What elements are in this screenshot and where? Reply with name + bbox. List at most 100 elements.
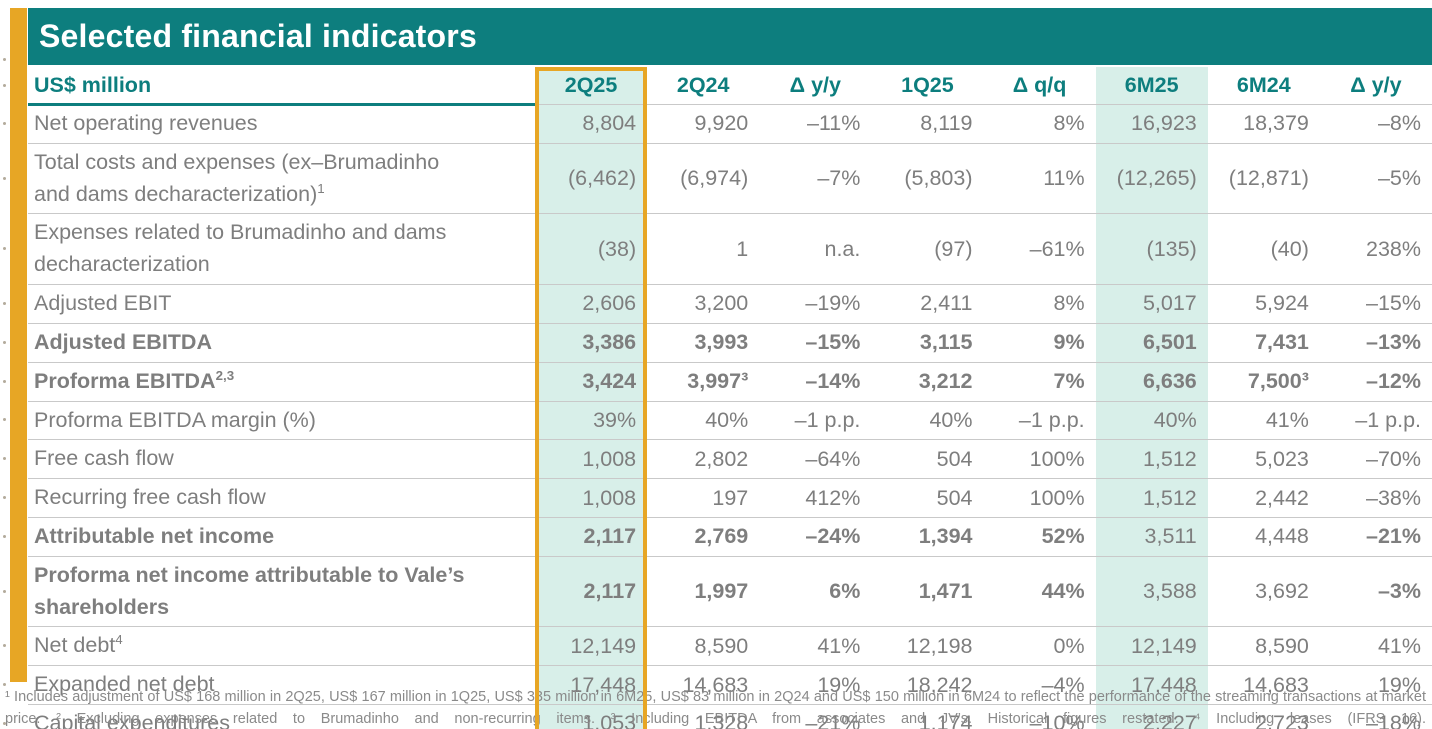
value-cell-6m24: 5,924 [1255,291,1309,316]
row-label: Recurring free cash flow [34,485,266,510]
table-row: Proforma net income attributable to Vale… [3,556,1432,628]
value-cell--q-q: 52% [1041,524,1085,549]
value-cell-6m25: (12,265) [1095,143,1208,214]
value-cell-6m25: 17,448 [1095,666,1208,704]
value-cell-1q25: 18,242 [906,672,973,697]
value-cell--y-y: –5% [1377,166,1421,191]
margin-dot [3,418,6,422]
fin-table: US$ million 2Q25 2Q24 Δ y/y 1Q25 Δ q/q 6M25 6M… [3,67,1432,729]
row-label: Adjusted EBIT [34,291,172,316]
margin-dot [3,589,6,593]
value-cell-2q25: 3,386 [535,323,648,362]
value-cell-6m24: (40) [1270,236,1309,261]
value-cell--q-q: 9% [1053,330,1085,355]
margin-dot [3,58,6,61]
value-cell--q-q: 8% [1053,291,1085,316]
table-row: Adjusted EBIT 2,606 3,200 –19% 2,411 8% 5,017 5… [3,285,1432,324]
table-body: Net operating revenues 8,804 9,920 –11% 8,11… [3,105,1432,729]
value-cell-1q25: 2,411 [920,291,973,316]
value-cell-2q24: 3,993 [694,330,749,355]
value-cell--y-y: –11% [806,111,861,136]
value-cell--y-y: –38% [1366,485,1421,510]
row-label-superscript: 4 [115,632,123,648]
value-cell--y-y: 19% [1377,672,1421,697]
value-cell--y-y: –3% [1377,579,1421,604]
value-cell-2q24: (6,974) [680,166,749,191]
row-label: Proforma net income attributable to Vale… [34,562,465,619]
value-cell-2q25: 2,606 [535,285,648,323]
value-cell--q-q: 0% [1053,633,1085,658]
value-cell-2q25: (6,462) [535,143,648,214]
value-cell-6m24: 18,379 [1243,111,1309,136]
table-row: Expenses related to Brumadinho and dams … [3,214,1432,286]
table-row: Adjusted EBITDA 3,386 3,993 –15% 3,115 9% 6,50… [3,323,1432,363]
margin-dot [3,683,6,687]
value-cell--y-y: –8% [1377,111,1421,136]
value-cell-6m24: 7,431 [1255,330,1309,355]
margin-dot [3,301,6,305]
table-header-row: US$ million 2Q25 2Q24 Δ y/y 1Q25 Δ q/q 6M25 6M… [3,67,1432,106]
value-cell--q-q: 11% [1043,166,1085,191]
value-cell--y-y: –64% [805,446,861,471]
value-cell--y-y: –12% [1366,369,1421,394]
margin-dot [3,83,6,87]
value-cell-1q25: 1,394 [918,524,973,549]
value-cell--y-y: 19% [817,672,861,697]
value-cell-1q25: 504 [936,485,973,510]
value-cell-6m25: 6,636 [1095,362,1208,401]
value-cell-2q24: 1,997 [694,579,749,604]
value-cell-1q25: 8,119 [920,111,973,136]
value-cell--q-q: 7% [1053,369,1085,394]
value-cell-6m25: 12,149 [1095,627,1208,666]
value-cell--y-y: 412% [805,485,861,510]
value-cell-6m24: 7,500³ [1247,369,1309,394]
row-label: Attributable net income [34,523,275,548]
value-cell-6m25: 2,227 [1095,705,1208,729]
row-label: Net operating revenues [34,111,258,135]
value-cell-6m25: 3,588 [1095,556,1208,627]
value-cell-2q25: (38) [535,214,648,285]
value-cell-2q24: 2,802 [694,446,749,471]
row-label: Net debt4 [34,632,123,658]
value-cell--y-y: 41% [1377,633,1421,658]
value-cell--y-y: –14% [805,369,861,394]
value-cell-2q24: 1 [736,236,749,261]
unit-label: US$ million [28,67,535,106]
value-cell-2q24: 2,769 [694,524,749,549]
value-cell-6m24: 4,448 [1255,524,1309,549]
value-cell-2q25: 3,424 [535,362,648,401]
value-cell-2q24: 14,683 [682,672,749,697]
value-cell--y-y: –1 p.p. [1355,407,1421,432]
left-accent-bar [10,8,27,682]
value-cell-6m24: 2,442 [1255,485,1309,510]
margin-dot [3,644,6,648]
value-cell--q-q: 100% [1029,446,1085,471]
table-row: Net debt4 12,149 8,590 41% 12,198 0% 12,149 8,5… [3,627,1432,667]
value-cell-6m25: 3,511 [1095,517,1208,556]
value-cell--y-y: –21% [1366,524,1421,549]
margin-dot [3,247,6,251]
value-cell-2q25: 17,448 [535,666,648,704]
value-cell-2q24: 3,997³ [687,369,749,394]
value-cell-2q24: 8,590 [694,633,749,658]
value-cell--q-q: 8% [1053,111,1085,136]
value-cell-6m24: (12,871) [1228,166,1309,191]
value-cell--y-y: 41% [817,633,861,658]
value-cell--q-q: –10% [1029,711,1085,729]
row-label: Free cash flow [34,446,174,471]
value-cell--q-q: –1 p.p. [1018,407,1085,432]
value-cell-2q25: 12,149 [535,627,648,666]
value-cell-6m25: 16,923 [1095,105,1208,143]
value-cell-2q25: 2,117 [535,556,648,627]
value-cell-6m24: 2,723 [1255,711,1309,729]
column-header-1q25: 1Q25 [901,73,954,97]
table-row: Net operating revenues 8,804 9,920 –11% 8,11… [3,105,1432,144]
column-header-6m25: 6M25 [1095,67,1208,104]
value-cell-6m25: 6,501 [1095,323,1208,362]
value-cell-6m25: 1,512 [1095,440,1208,479]
value-cell--y-y: –15% [1366,291,1421,316]
column-header--q-q: Δ q/q [1012,73,1067,97]
margin-dot [3,534,6,538]
title-bar: Selected financial indicators [3,8,1432,65]
